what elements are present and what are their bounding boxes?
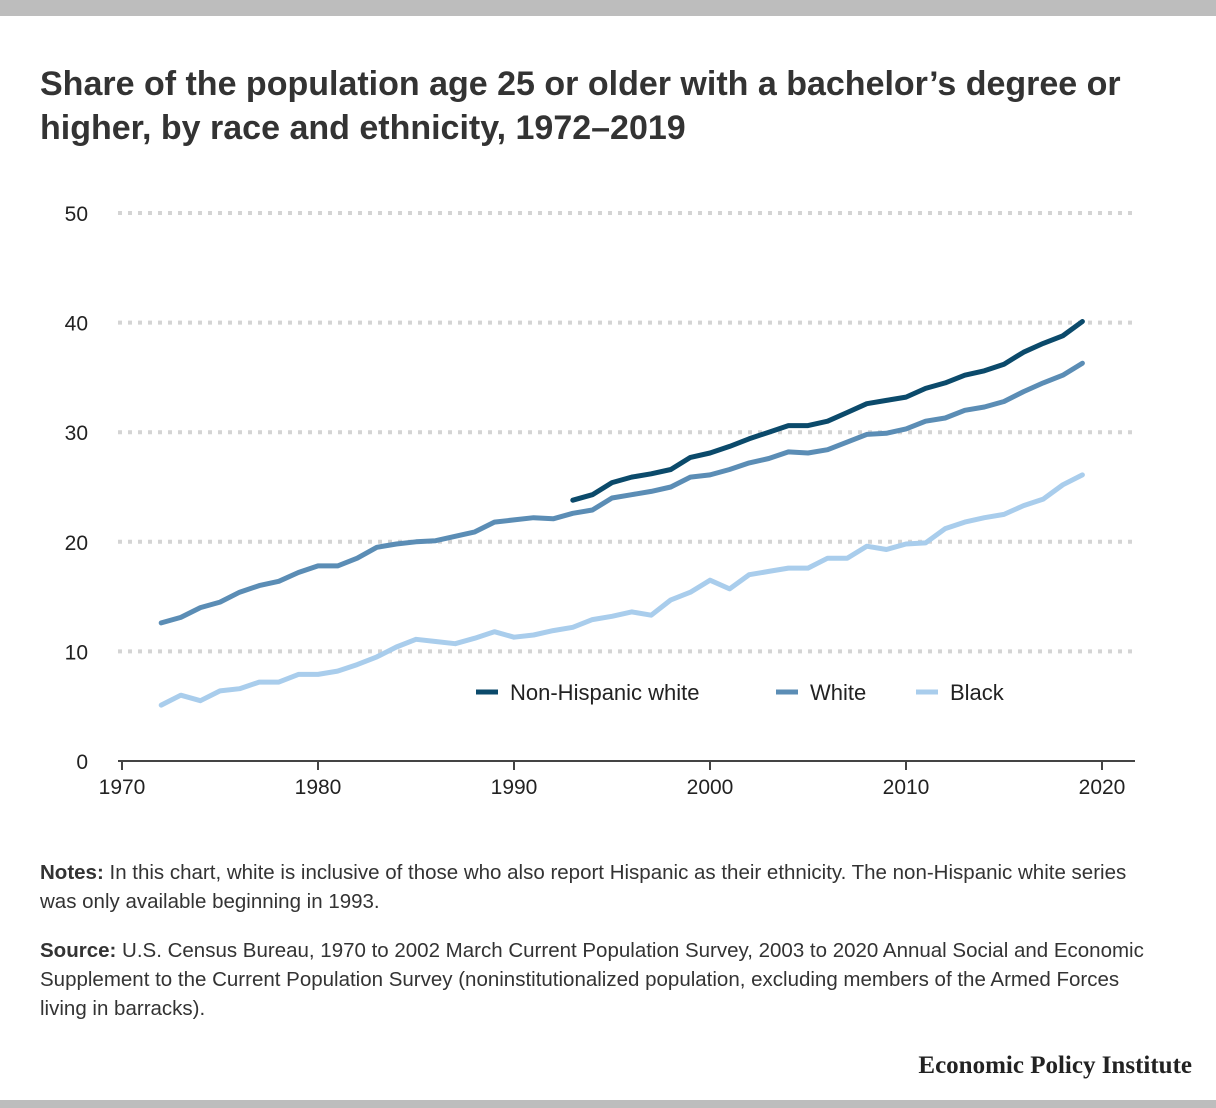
legend-label-1: White	[810, 680, 866, 705]
series-line-0	[570, 319, 1085, 503]
publisher-credit: Economic Policy Institute	[918, 1052, 1192, 1079]
x-tick-label: 1980	[295, 776, 342, 799]
line-chart: 0 10 20 30 40 50 1970 1980 1990 2000 2010 2020 Non…	[65, 203, 1135, 799]
y-tick-label: 30	[65, 422, 88, 445]
x-tick-label: 2020	[1079, 776, 1126, 799]
chart-title: Share of the population age 25 or older …	[40, 65, 1121, 147]
source-text: U.S. Census Bureau, 1970 to 2002 March C…	[40, 939, 1144, 1020]
y-tick-label: 20	[65, 532, 88, 555]
x-tick-label: 2010	[883, 776, 930, 799]
top-border	[0, 0, 1216, 16]
y-tick-label: 50	[65, 203, 88, 226]
x-axis: 1970 1980 1990 2000 2010 2020	[99, 760, 1135, 799]
series-lines	[158, 319, 1085, 708]
legend-label-0: Non-Hispanic white	[510, 680, 700, 705]
x-tick-label: 2000	[687, 776, 734, 799]
y-axis: 0 10 20 30 40 50	[65, 203, 88, 774]
x-tick-label: 1990	[491, 776, 538, 799]
y-tick-label: 0	[76, 751, 88, 774]
source-label: Source:	[40, 939, 117, 962]
chart-notes: Notes: In this chart, white is inclusive…	[40, 858, 1160, 916]
y-tick-label: 40	[65, 313, 88, 336]
legend-label-2: Black	[950, 680, 1005, 705]
bottom-border	[0, 1100, 1216, 1108]
y-tick-label: 10	[65, 641, 88, 664]
series-line-2	[158, 472, 1085, 708]
legend: Non-Hispanic white White Black	[476, 680, 1005, 705]
notes-text: In this chart, white is inclusive of tho…	[40, 861, 1127, 913]
x-tick-label: 1970	[99, 776, 146, 799]
chart-source: Source: U.S. Census Bureau, 1970 to 2002…	[40, 936, 1160, 1023]
notes-label: Notes:	[40, 861, 104, 884]
series-line-1	[158, 360, 1085, 626]
